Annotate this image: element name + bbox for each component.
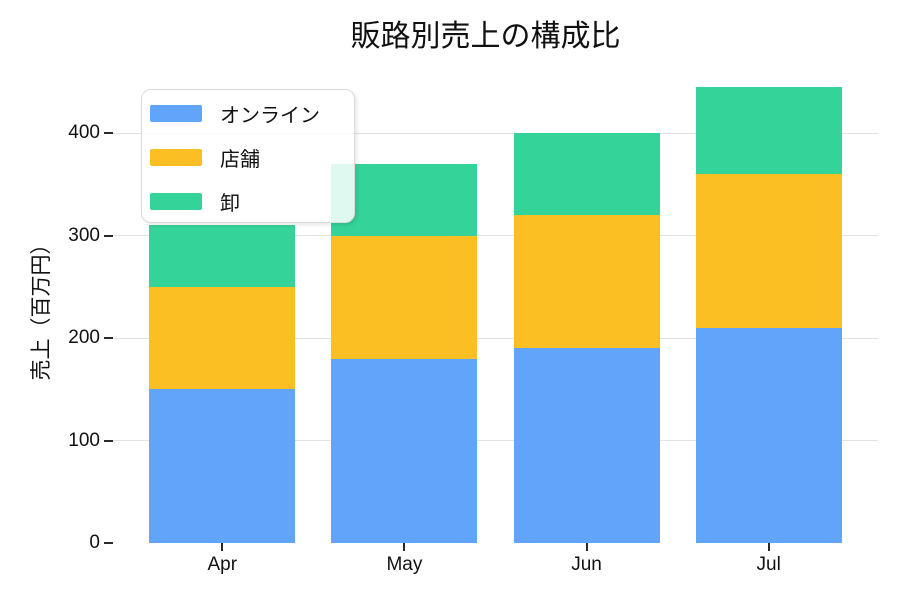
x-tick-label-Jun: Jun [571,554,602,575]
legend-swatch-icon [150,148,202,166]
legend-label: オンライン [220,104,320,127]
y-tick-mark-0 [104,542,113,544]
bar-segment-Jun-オンライン [513,348,660,543]
bar-segment-Jul-オンライン [695,327,842,543]
y-tick-label-300: 300 [68,224,100,246]
bar-segment-May-オンライン [331,358,478,543]
y-tick-label-100: 100 [68,429,100,451]
y-tick-mark-300 [104,234,113,237]
gridline-100 [113,440,878,441]
y-tick-mark-100 [104,439,113,442]
y-tick-label-200: 200 [68,327,100,348]
y-tick-label-0: 0 [89,532,100,553]
y-tick-mark-400 [104,132,113,134]
x-tick-mark-Jun [585,543,588,551]
y-tick-mark-200 [104,337,113,339]
chart-title: 販路別売上の構成比 [350,20,621,53]
bar-segment-May-店舗 [331,235,478,359]
bar-segment-May-卸 [331,163,478,236]
x-tick-label-Jul: Jul [756,554,781,575]
x-tick-mark-May [403,543,406,551]
x-tick-label-Apr: Apr [207,554,238,575]
bar-segment-Jul-店舗 [695,174,842,328]
bar-segment-Jun-店舗 [513,215,660,349]
x-tick-mark-Apr [221,543,224,551]
y-tick-label-400: 400 [68,122,100,143]
legend-swatch-icon [150,104,202,122]
legend-item-卸: 卸 [142,179,354,223]
legend-swatch-icon [150,192,202,210]
bar-segment-Apr-オンライン [149,389,296,543]
bar-segment-Jun-卸 [513,133,660,215]
bar-segment-Jul-卸 [695,86,842,174]
legend-label: 店舗 [220,148,260,171]
gridline-300 [113,235,878,236]
gridline-200 [113,337,878,339]
legend-item-店舗: 店舗 [142,135,354,179]
x-tick-label-May: May [386,554,423,575]
bar-segment-Apr-店舗 [149,286,296,390]
x-tick-mark-Jul [767,543,770,551]
bar-segment-Apr-卸 [149,225,296,287]
y-axis-label: 売上（百万円） [30,233,53,381]
legend: オンライン 店舗卸 [141,89,355,223]
legend-label: 卸 [220,192,240,215]
legend-item-オンライン: オンライン [142,91,354,135]
gridline-400 [113,132,878,134]
